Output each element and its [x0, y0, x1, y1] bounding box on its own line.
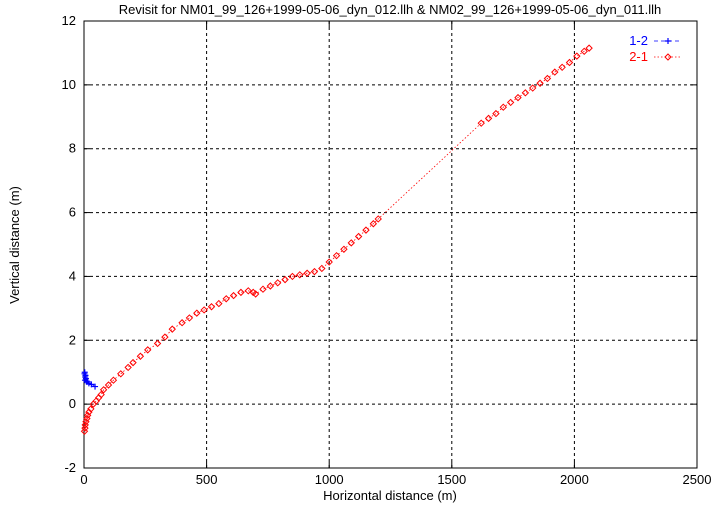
data-point — [362, 226, 370, 234]
data-point — [288, 272, 297, 281]
data-point — [124, 363, 132, 372]
data-point — [104, 381, 113, 389]
data-point — [303, 269, 311, 277]
x-tick-label: 2000 — [560, 472, 589, 487]
series-2-1 — [80, 44, 593, 435]
x-tick-label: 0 — [80, 472, 87, 487]
data-point — [215, 299, 223, 308]
y-tick-label: 6 — [69, 205, 76, 220]
data-point — [222, 295, 230, 303]
data-point — [88, 381, 95, 388]
data-point — [266, 282, 275, 290]
data-point — [492, 109, 500, 118]
data-point — [274, 279, 282, 287]
data-point — [178, 319, 186, 327]
data-point — [97, 390, 105, 399]
data-point — [374, 215, 382, 223]
plot-frame — [83, 20, 698, 469]
data-point — [144, 346, 152, 354]
data-point — [477, 119, 485, 127]
data-point — [558, 63, 566, 72]
data-point — [117, 370, 125, 378]
data-point — [200, 306, 208, 314]
grid — [84, 21, 697, 468]
data-point — [521, 89, 530, 97]
data-point — [296, 271, 304, 279]
data-point — [529, 84, 537, 92]
data-point — [244, 287, 252, 295]
axis-ticks: 0 500 1000 1500 2000 2500 -2 0 2 4 6 8 10 12 — [62, 13, 712, 487]
y-tick-label: -2 — [64, 460, 76, 475]
data-point — [87, 405, 95, 413]
data-point — [573, 52, 581, 60]
y-tick-label: 8 — [69, 141, 76, 156]
data-point — [259, 285, 267, 293]
y-axis-label: Vertical distance (m) — [7, 186, 22, 304]
y-tick-label: 2 — [69, 332, 76, 347]
data-point — [332, 251, 341, 260]
data-point — [185, 314, 194, 322]
data-point — [347, 239, 355, 247]
data-point — [484, 114, 493, 123]
data-point — [129, 358, 137, 367]
data-point — [251, 290, 260, 298]
series-1-2 — [81, 369, 99, 390]
data-point — [153, 339, 162, 348]
data-point — [85, 408, 93, 416]
data-point — [354, 232, 363, 241]
y-tick-label: 0 — [69, 396, 76, 411]
data-point — [325, 258, 333, 266]
data-point — [193, 309, 201, 317]
chart-title: Revisit for NM01_99_126+1999-05-06_dyn_0… — [119, 2, 662, 17]
data-point — [168, 325, 176, 333]
x-tick-label: 500 — [196, 472, 218, 487]
data-point — [92, 383, 99, 390]
data-point — [237, 288, 245, 297]
legend-label: 2-1 — [629, 49, 648, 64]
data-point — [99, 386, 108, 394]
data-point — [506, 98, 515, 107]
data-point — [81, 424, 89, 432]
data-point — [281, 275, 289, 284]
legend-swatch-marker — [664, 53, 672, 61]
series-layer — [80, 44, 593, 435]
data-point — [551, 68, 559, 76]
legend-label: 1-2 — [629, 33, 648, 48]
data-point — [207, 303, 216, 311]
data-point — [565, 58, 574, 67]
data-point — [229, 291, 238, 300]
data-point — [318, 264, 326, 273]
data-point — [369, 220, 378, 228]
data-point — [543, 74, 552, 83]
data-point — [499, 103, 507, 111]
data-point — [161, 333, 169, 341]
legend-swatch-marker — [665, 38, 671, 44]
y-tick-label: 12 — [62, 13, 76, 28]
y-tick-label: 10 — [62, 77, 76, 92]
x-tick-label: 1500 — [437, 472, 466, 487]
data-point — [514, 93, 522, 102]
data-point — [109, 376, 118, 384]
legend: 1-22-1 — [629, 33, 682, 64]
data-point — [585, 44, 593, 52]
data-point — [536, 79, 544, 87]
x-tick-label: 1000 — [315, 472, 344, 487]
data-point — [310, 267, 319, 276]
series-line — [84, 47, 590, 432]
x-tick-label: 2500 — [683, 472, 712, 487]
y-tick-label: 4 — [69, 268, 76, 283]
data-point — [340, 245, 348, 253]
data-point — [580, 47, 588, 56]
data-point — [136, 352, 145, 360]
x-axis-label: Horizontal distance (m) — [323, 488, 457, 503]
